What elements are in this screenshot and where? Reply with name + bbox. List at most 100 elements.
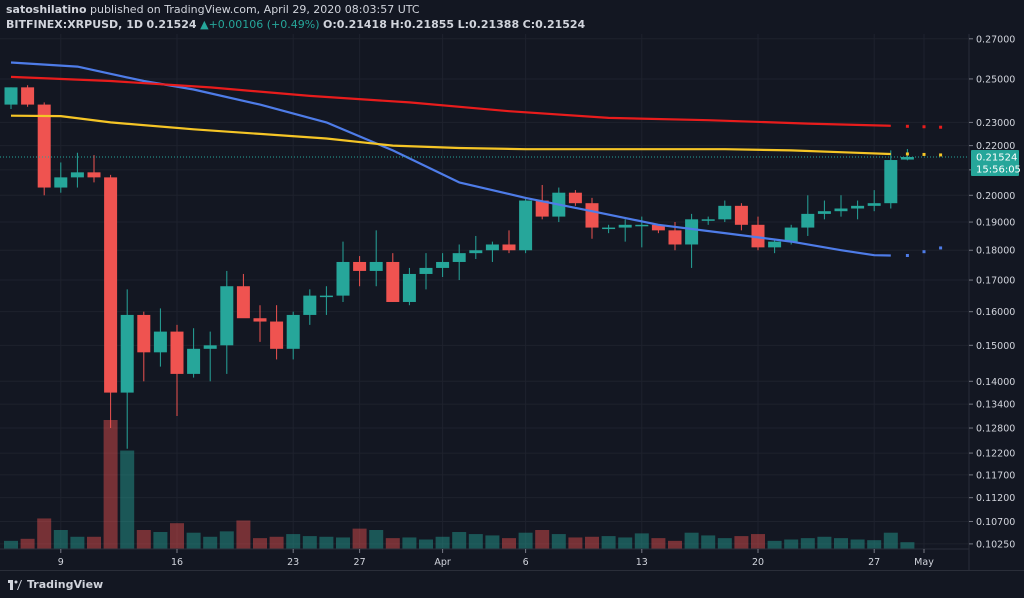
moving-average-projection-dot — [939, 153, 943, 157]
candle-body[interactable] — [585, 203, 599, 228]
candle-body[interactable] — [120, 314, 134, 393]
candle-body[interactable] — [170, 331, 184, 374]
candle-body[interactable] — [37, 104, 51, 188]
time-tick-label: Apr — [434, 557, 451, 568]
time-tick-label: 27 — [354, 557, 366, 568]
price-tick-label: 0.16000 — [976, 307, 1015, 318]
volume-bar — [701, 535, 716, 549]
volume-bar — [170, 523, 184, 549]
candle-body[interactable] — [319, 295, 333, 298]
price-tick-label: 0.11200 — [976, 493, 1015, 504]
candle-body[interactable] — [253, 318, 267, 322]
candle-body[interactable] — [668, 230, 682, 245]
candle-body[interactable] — [137, 314, 151, 353]
candle-body[interactable] — [87, 172, 101, 178]
bar-countdown: 15:56:05 — [976, 165, 1021, 176]
moving-average-projection-dot — [905, 152, 909, 156]
volume-bar — [336, 537, 350, 549]
open-value: 0.21418 — [336, 18, 387, 31]
volume-bar — [468, 534, 483, 549]
volume-bar — [219, 531, 234, 549]
candle-body[interactable] — [70, 172, 84, 178]
volume-bar — [601, 536, 616, 549]
candle-body[interactable] — [452, 253, 466, 262]
candle-body[interactable] — [618, 224, 632, 228]
volume-bar — [734, 536, 749, 549]
volume-bar — [186, 532, 201, 549]
candle-body[interactable] — [751, 224, 765, 248]
candle-body[interactable] — [718, 205, 732, 220]
volume-bar — [302, 536, 317, 549]
volume-bar — [784, 539, 799, 549]
candle-body[interactable] — [900, 157, 914, 160]
candle-body[interactable] — [436, 261, 450, 268]
volume-bar — [452, 532, 467, 549]
volume-bar — [87, 536, 101, 549]
candle-body[interactable] — [21, 87, 35, 105]
price-tick-label: 0.19000 — [976, 218, 1015, 229]
tradingview-brand[interactable]: TradingView — [8, 578, 103, 591]
candle-body[interactable] — [303, 295, 317, 315]
candle-body[interactable] — [369, 261, 383, 271]
volume-bar — [485, 535, 500, 549]
moving-average-projection-dot — [922, 152, 926, 156]
candle-body[interactable] — [568, 192, 582, 204]
moving-average-projection-dot — [905, 124, 909, 128]
candle-body[interactable] — [602, 227, 616, 230]
candle-body[interactable] — [768, 241, 782, 248]
candle-body[interactable] — [801, 213, 815, 228]
candle-body[interactable] — [153, 331, 167, 353]
price-tick-label: 0.10250 — [976, 539, 1015, 550]
change-arrow-icon: ▲ — [200, 18, 209, 31]
candle-body[interactable] — [784, 227, 798, 242]
candle-body[interactable] — [851, 205, 865, 209]
publish-text: published on TradingView.com, April 29, … — [90, 3, 420, 16]
volume-bar — [551, 534, 566, 549]
candle-body[interactable] — [353, 261, 367, 271]
candle-body[interactable] — [286, 314, 300, 349]
volume-bar — [236, 520, 251, 549]
volume-bar — [618, 537, 633, 549]
candle-body[interactable] — [54, 177, 68, 188]
time-tick-label: 20 — [752, 557, 764, 568]
candle-body[interactable] — [4, 87, 18, 105]
candle-body[interactable] — [236, 286, 250, 319]
candle-body[interactable] — [469, 250, 483, 254]
candle-body[interactable] — [485, 244, 499, 251]
candle-body[interactable] — [535, 200, 549, 217]
price-chart[interactable]: 0.270000.250000.230000.220000.210000.200… — [0, 0, 1024, 570]
symbol-label[interactable]: BITFINEX:XRPUSD, 1D — [6, 18, 143, 31]
candle-body[interactable] — [519, 200, 533, 251]
time-axis[interactable]: 9 16 23 27 Apr 6 13 20 27 May — [58, 549, 934, 568]
candle-body[interactable] — [104, 177, 118, 393]
candle-body[interactable] — [734, 205, 748, 225]
volume-bar — [37, 518, 52, 549]
candle-body[interactable] — [651, 224, 665, 231]
candle-body[interactable] — [502, 244, 516, 251]
candle-body[interactable] — [817, 211, 831, 214]
candle-body[interactable] — [220, 286, 234, 346]
candle-body[interactable] — [635, 224, 649, 227]
candle-body[interactable] — [187, 348, 201, 374]
candle-body[interactable] — [386, 261, 400, 302]
candle-body[interactable] — [701, 219, 715, 221]
volume-bar — [369, 529, 384, 549]
candle-body[interactable] — [419, 267, 433, 274]
time-tick-label: 9 — [58, 557, 64, 568]
volume-bars — [4, 420, 915, 549]
volume-bar — [651, 538, 666, 549]
candle-body[interactable] — [336, 261, 350, 296]
moving-averages — [10, 61, 943, 257]
candle-body[interactable] — [685, 219, 699, 245]
volume-bar — [585, 536, 599, 549]
candle-body[interactable] — [203, 345, 217, 349]
candle-body[interactable] — [867, 203, 881, 206]
volume-bar — [817, 536, 832, 549]
candle-body[interactable] — [834, 208, 848, 212]
candlesticks[interactable] — [4, 85, 914, 449]
moving-average-projection-dot — [939, 125, 943, 129]
candle-body[interactable] — [270, 321, 284, 349]
candle-body[interactable] — [884, 160, 898, 204]
author-name[interactable]: satoshilatino — [6, 3, 87, 16]
candle-body[interactable] — [402, 273, 416, 302]
